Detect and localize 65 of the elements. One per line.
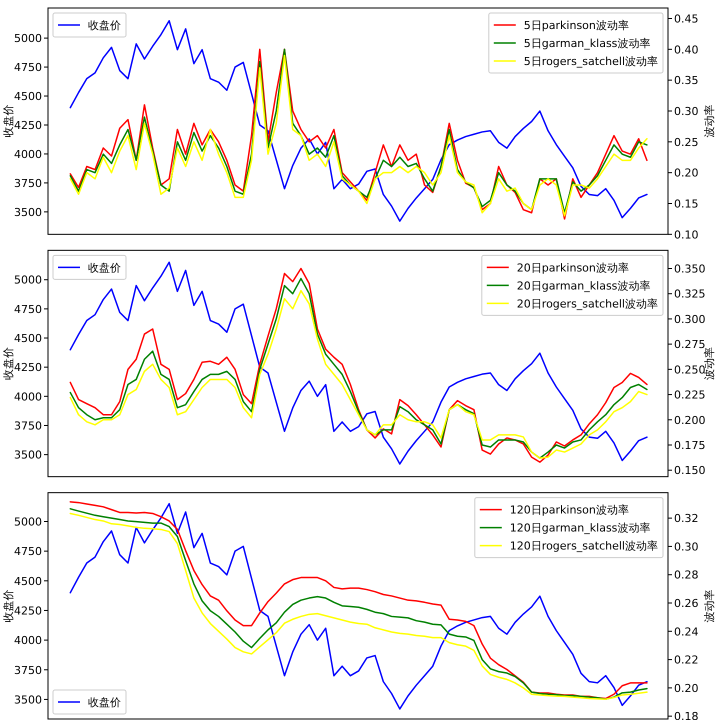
legend-label: 20日rogers_satchell波动率 [516, 297, 658, 310]
y-tick-label: 3750 [14, 419, 42, 432]
y-tick-label: 5000 [14, 515, 42, 528]
y-tick-label: 4750 [14, 302, 42, 316]
legend-label: 5日rogers_satchell波动率 [524, 55, 658, 68]
y-tick-label: 5000 [14, 32, 42, 46]
y-tick-label: 4750 [14, 545, 42, 558]
y-tick-label: 4250 [14, 361, 42, 374]
legend-label: 收盘价 [88, 696, 121, 709]
y2-tick-label: 0.325 [674, 288, 706, 301]
legend-label: 收盘价 [88, 19, 121, 32]
y2-axis-title: 波动率 [703, 104, 716, 138]
y2-axis-title: 波动率 [703, 589, 716, 622]
y2-tick-label: 0.250 [674, 363, 706, 376]
legend-label: 120日garman_klass波动率 [510, 522, 650, 535]
legend-label: 5日garman_klass波动率 [524, 37, 650, 50]
legend-label: 120日parkinson波动率 [510, 504, 629, 517]
y2-tick-label: 0.225 [674, 388, 706, 402]
y-tick-label: 4000 [14, 148, 42, 161]
y2-tick-label: 0.28 [674, 568, 698, 582]
y2-tick-label: 0.20 [674, 682, 698, 695]
y2-axis-title: 波动率 [703, 347, 716, 380]
y-tick-label: 4500 [14, 90, 42, 104]
y2-tick-label: 0.150 [674, 464, 706, 478]
y2-tick-label: 0.26 [674, 597, 698, 610]
y-tick-label: 5000 [14, 274, 42, 287]
y2-tick-label: 0.275 [674, 338, 706, 352]
legend-label: 20日parkinson波动率 [516, 261, 629, 274]
y-tick-label: 4250 [14, 604, 42, 618]
y-tick-label: 3750 [14, 176, 42, 190]
y-axis-title: 收盘价 [2, 104, 15, 138]
y2-tick-label: 0.18 [674, 710, 698, 720]
y2-tick-label: 0.24 [674, 625, 698, 638]
y-tick-label: 3500 [14, 693, 42, 706]
y2-tick-label: 0.40 [674, 43, 698, 56]
y-tick-label: 4500 [14, 332, 42, 346]
y2-tick-label: 0.22 [674, 654, 698, 667]
y-tick-label: 3500 [14, 448, 42, 462]
y2-tick-label: 0.15 [674, 198, 698, 210]
y2-tick-label: 0.175 [674, 438, 706, 452]
y2-tick-label: 0.300 [674, 312, 706, 326]
y-tick-label: 3500 [14, 206, 42, 219]
legend-label: 120日rogers_satchell波动率 [510, 540, 658, 553]
line-series [70, 20, 648, 222]
y2-tick-label: 0.30 [674, 540, 698, 554]
y2-tick-label: 0.350 [674, 262, 706, 276]
y-tick-label: 4000 [14, 390, 42, 404]
y-tick-label: 4250 [14, 118, 42, 132]
y2-tick-label: 0.45 [674, 12, 698, 26]
y2-tick-label: 0.30 [674, 104, 698, 118]
y2-tick-label: 0.32 [674, 512, 698, 526]
legend-label: 20日garman_klass波动率 [516, 279, 650, 292]
y2-tick-label: 0.20 [674, 166, 698, 180]
y-tick-label: 4000 [14, 634, 42, 648]
y-axis-title: 收盘价 [2, 589, 15, 622]
legend-label: 收盘价 [88, 261, 121, 274]
y-tick-label: 4750 [14, 61, 42, 74]
y-tick-label: 4500 [14, 574, 42, 588]
y2-tick-label: 0.200 [674, 414, 706, 427]
y-tick-label: 3750 [14, 664, 42, 677]
y2-tick-label: 0.35 [674, 74, 698, 88]
y-axis-title: 收盘价 [2, 347, 15, 380]
y2-tick-label: 0.25 [674, 136, 698, 149]
legend-label: 5日parkinson波动率 [524, 19, 629, 32]
y2-tick-label: 0.10 [674, 228, 698, 242]
